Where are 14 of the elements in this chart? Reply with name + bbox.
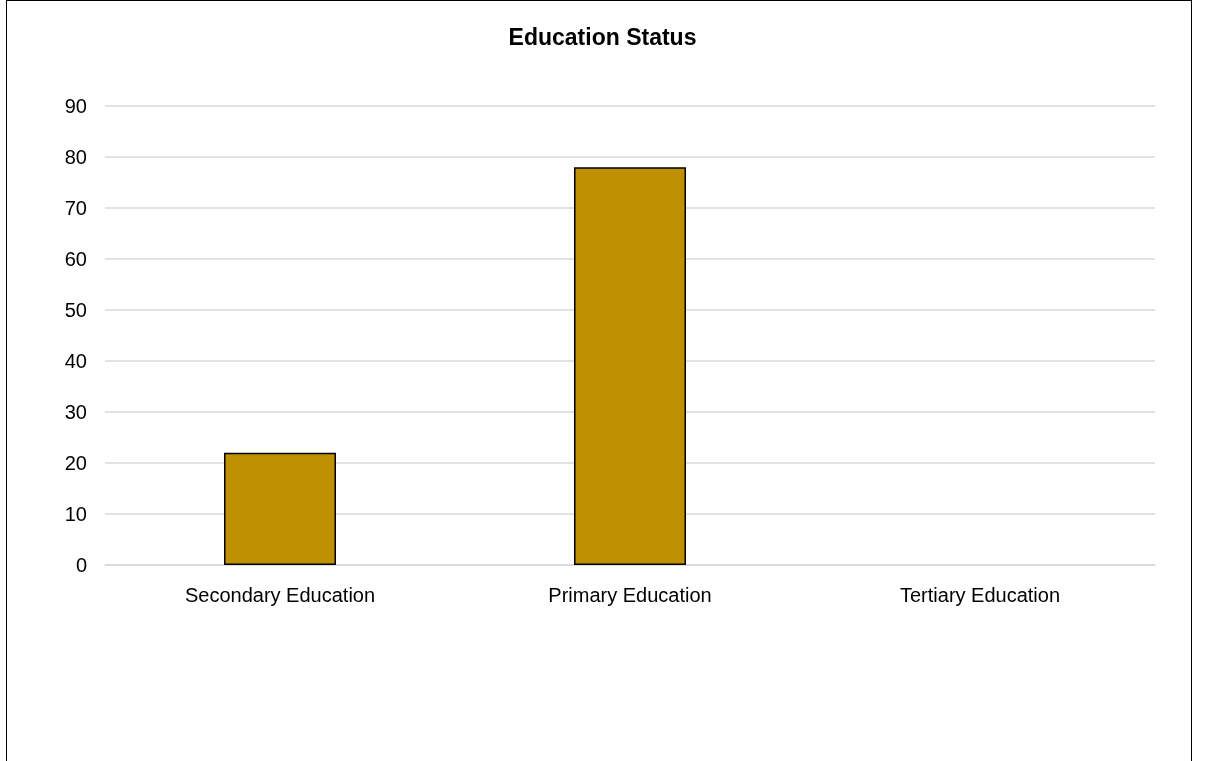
y-tick-label: 10 xyxy=(64,503,87,525)
y-tick-label: 90 xyxy=(64,95,87,117)
y-tick-label: 60 xyxy=(64,248,87,270)
x-tick-label: Tertiary Education xyxy=(899,584,1061,606)
x-tick-label: Primary Education xyxy=(548,584,712,606)
y-tick-label: 50 xyxy=(64,299,87,321)
y-tick-label: 30 xyxy=(64,401,87,423)
y-tick-label: 80 xyxy=(64,146,87,168)
y-tick-label: 40 xyxy=(64,350,87,372)
chart-title: Education Status xyxy=(508,23,697,50)
y-tick-label: 0 xyxy=(75,554,87,576)
x-tick-label: Secondary Education xyxy=(184,584,376,606)
y-tick-label: 70 xyxy=(64,197,87,219)
y-tick-label: 20 xyxy=(64,452,87,474)
